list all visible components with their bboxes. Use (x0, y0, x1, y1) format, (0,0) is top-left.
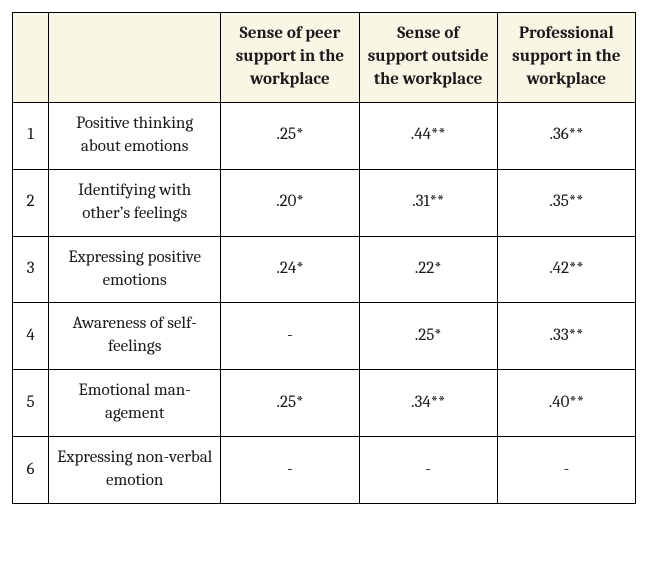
table-row: 2 Identifying with other’s feelings .20*… (13, 169, 636, 236)
header-col-2: Sense of support outside the workplace (359, 13, 497, 103)
row-index: 2 (13, 169, 49, 236)
row-index: 3 (13, 236, 49, 303)
cell-value: .20* (221, 169, 359, 236)
cell-value: .40** (497, 370, 635, 437)
row-index: 5 (13, 370, 49, 437)
table-row: 6 Expressing non-verbal emotion - - - (13, 437, 636, 504)
cell-value: - (359, 437, 497, 504)
row-label: Expressing posi­tive emotions (49, 236, 221, 303)
correlation-table: Sense of peer sup­port in the workplace … (12, 12, 636, 504)
table-row: 5 Emotional man­agement .25* .34** .40** (13, 370, 636, 437)
row-label: Identifying with other’s feelings (49, 169, 221, 236)
table-header: Sense of peer sup­port in the workplace … (13, 13, 636, 103)
cell-value: .42** (497, 236, 635, 303)
table-row: 1 Positive think­ing about emo­tions .25… (13, 102, 636, 169)
header-idx (13, 13, 49, 103)
row-label: Expressing non-verbal emotion (49, 437, 221, 504)
cell-value: .25* (359, 303, 497, 370)
row-label: Awareness of self-feelings (49, 303, 221, 370)
table-row: 4 Awareness of self-feelings - .25* .33*… (13, 303, 636, 370)
cell-value: .31** (359, 169, 497, 236)
header-col-3: Profes­sional sup­port in the workplace (497, 13, 635, 103)
cell-value: .22* (359, 236, 497, 303)
header-row: Sense of peer sup­port in the workplace … (13, 13, 636, 103)
row-label: Positive think­ing about emo­tions (49, 102, 221, 169)
row-index: 4 (13, 303, 49, 370)
row-label: Emotional man­agement (49, 370, 221, 437)
table-body: 1 Positive think­ing about emo­tions .25… (13, 102, 636, 503)
cell-value: .25* (221, 102, 359, 169)
row-index: 1 (13, 102, 49, 169)
header-label (49, 13, 221, 103)
cell-value: .35** (497, 169, 635, 236)
cell-value: .44** (359, 102, 497, 169)
cell-value: .25* (221, 370, 359, 437)
cell-value: - (221, 303, 359, 370)
cell-value: .36** (497, 102, 635, 169)
cell-value: - (497, 437, 635, 504)
cell-value: .24* (221, 236, 359, 303)
row-index: 6 (13, 437, 49, 504)
header-col-1: Sense of peer sup­port in the workplace (221, 13, 359, 103)
table-row: 3 Expressing posi­tive emotions .24* .22… (13, 236, 636, 303)
cell-value: - (221, 437, 359, 504)
cell-value: .34** (359, 370, 497, 437)
cell-value: .33** (497, 303, 635, 370)
